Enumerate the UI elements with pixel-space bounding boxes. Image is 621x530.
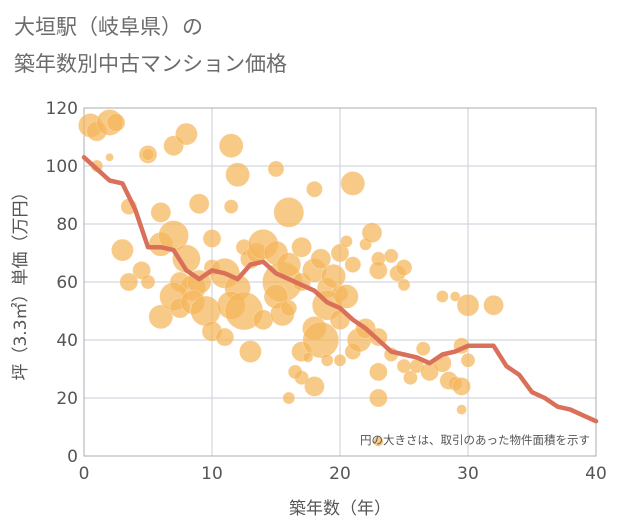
bubble-point [320, 353, 334, 367]
y-tick-label: 60 [56, 273, 78, 293]
bubble-point [383, 248, 399, 264]
bubble-point [369, 388, 388, 408]
bubble-point [395, 259, 413, 276]
bubble-point [225, 162, 250, 187]
bubble-point [449, 291, 461, 302]
bubble-point [188, 193, 210, 214]
grid-lines [84, 108, 596, 456]
bubble-point [334, 284, 359, 309]
bubble-point [483, 294, 504, 316]
bubble-point [276, 252, 302, 277]
x-tick-label: 10 [201, 464, 223, 484]
y-tick-label: 80 [56, 215, 78, 235]
bubble-point [291, 236, 312, 258]
average-price-line [81, 155, 599, 424]
bubble-point [403, 370, 418, 386]
x-tick-label: 0 [79, 464, 90, 484]
axis-ticks: 0 10 20 30 40 0 20 40 60 80 100 120 [46, 99, 607, 484]
bubble-point [105, 153, 114, 162]
bubble-point [302, 321, 340, 359]
bubble-point [215, 327, 235, 347]
bubble-point [175, 122, 198, 146]
bubble-point [282, 391, 296, 405]
bubble-size-note: 円の大きさは、取引のあった物件面積を示す [360, 433, 590, 447]
bubble-point [397, 278, 411, 292]
plot-border [83, 107, 597, 457]
bubble-point [239, 340, 262, 363]
bubble-point [321, 263, 346, 289]
bubble-point [456, 293, 480, 317]
y-tick-label: 100 [46, 157, 78, 177]
trend-line-series [81, 155, 599, 424]
bubble-point [273, 197, 305, 228]
y-axis-label: 坪（3.3㎡）単価（万円） [11, 183, 31, 380]
bubble-point [218, 133, 244, 158]
bubble-point [202, 229, 222, 248]
chart-title-line2: 築年数別中古マンション価格 [14, 52, 287, 76]
bubble-point [340, 235, 353, 248]
y-tick-label: 120 [46, 99, 78, 119]
bubble-point [306, 180, 323, 198]
bubble-point [310, 248, 332, 270]
bubble-point [148, 304, 174, 330]
bubble-point [267, 160, 285, 178]
bubble-point [369, 362, 388, 382]
bubble-point [369, 261, 388, 280]
bubble-point [223, 199, 239, 214]
bubble-point [287, 364, 303, 380]
bubble-point [452, 377, 471, 396]
x-tick-label: 40 [585, 464, 607, 484]
bubble-point [330, 243, 350, 263]
bubble-point [141, 148, 155, 161]
bubble-point [150, 202, 172, 223]
bubble-point [456, 404, 467, 415]
bubble-point [111, 238, 134, 262]
bubble-series [78, 109, 504, 447]
bubble-point [361, 222, 383, 243]
bubble-point [373, 436, 384, 447]
bubble-point [119, 272, 139, 292]
y-tick-label: 40 [56, 331, 78, 351]
bubble-point [333, 353, 347, 367]
bubble-point [415, 341, 431, 357]
bubble-point [140, 274, 156, 290]
bubble-point [460, 352, 476, 368]
bubble-point [344, 256, 362, 273]
bubble-point [304, 376, 325, 397]
chart-title-line1: 大垣駅（岐阜県）の [14, 15, 203, 39]
bubble-point [190, 295, 221, 327]
y-tick-label: 20 [56, 389, 78, 409]
bubble-point [436, 290, 449, 303]
y-tick-label: 0 [67, 447, 78, 467]
x-tick-label: 20 [329, 464, 351, 484]
bubble-point [106, 113, 126, 132]
bubble-point [340, 171, 366, 196]
x-tick-label: 30 [457, 464, 479, 484]
bubble-point [280, 299, 298, 317]
x-axis-label: 築年数（年） [289, 499, 391, 519]
bubble-point [302, 352, 314, 363]
